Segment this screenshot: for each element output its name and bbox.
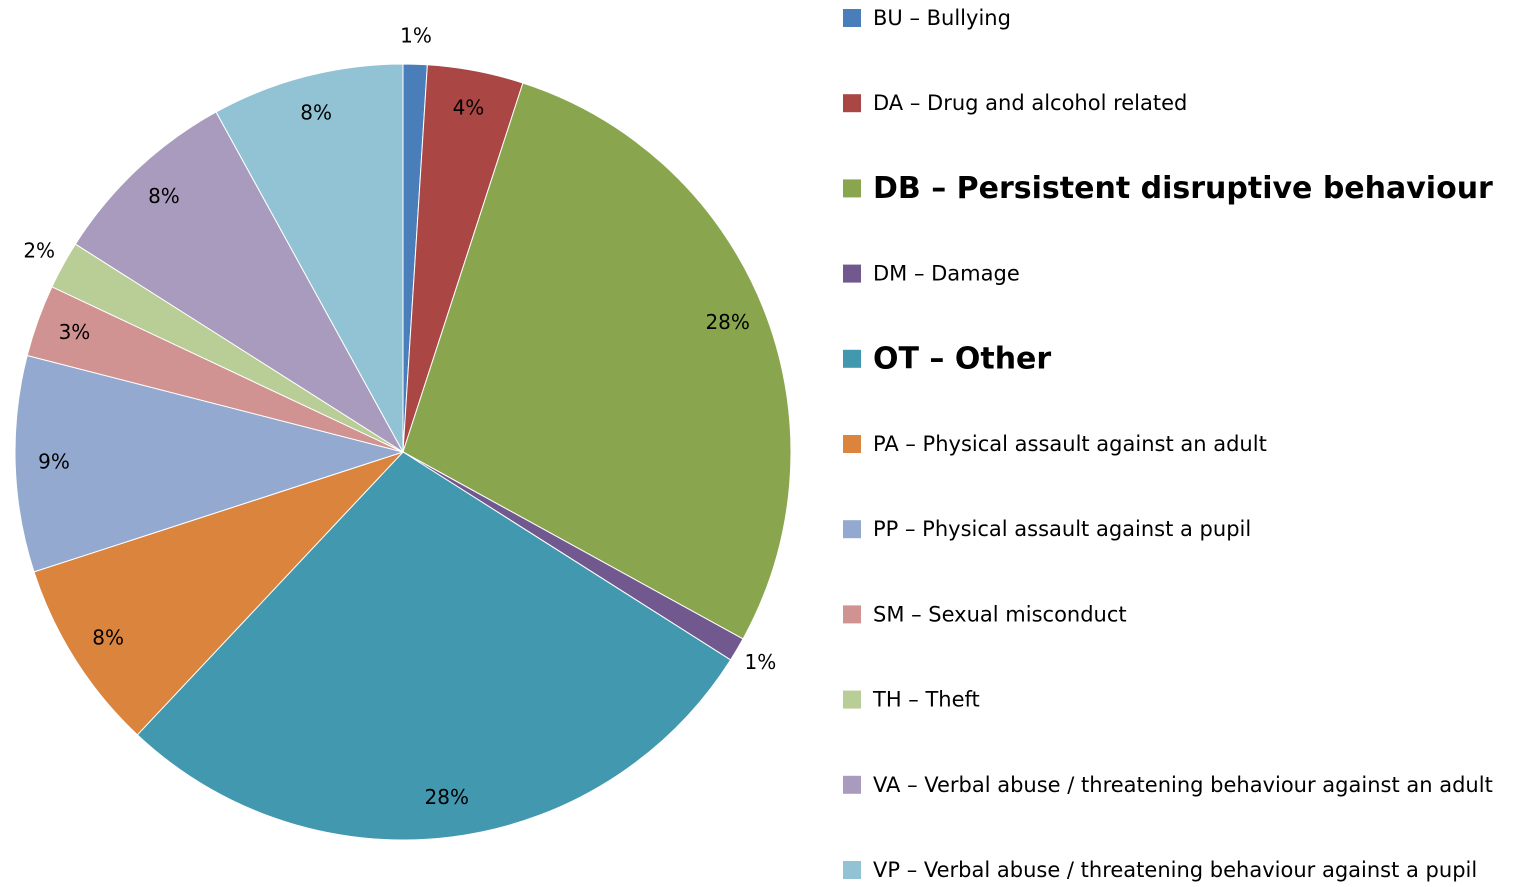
legend-swatch [843, 605, 861, 624]
legend-label: PP – Physical assault against a pupil [873, 517, 1251, 541]
legend-swatch [843, 94, 861, 113]
legend-swatch [843, 179, 861, 198]
data-label: 8% [148, 184, 180, 208]
pie-slice [14, 354, 405, 573]
pie-slice [215, 63, 404, 453]
data-label: 8% [300, 100, 332, 124]
data-label: 28% [705, 310, 749, 334]
legend-label: DA – Drug and alcohol related [873, 91, 1187, 115]
legend-swatch [843, 349, 861, 368]
legend-label: DB – Persistent disruptive behaviour [873, 171, 1493, 206]
data-label: 9% [38, 449, 70, 473]
legend-label: SM – Sexual misconduct [873, 602, 1127, 626]
legend-label: VA – Verbal abuse / threatening behaviou… [873, 773, 1493, 797]
legend-swatch [843, 775, 861, 794]
pie-slice [74, 111, 404, 453]
data-label: 3% [59, 320, 91, 344]
legend-swatch [843, 861, 861, 879]
data-label: 2% [23, 238, 55, 262]
legend-label: TH – Theft [872, 688, 980, 712]
pie-slice [136, 451, 732, 841]
legend-label: OT – Other [873, 341, 1051, 376]
data-label: 4% [453, 95, 485, 119]
data-label: 1% [400, 24, 432, 48]
pie-slice [402, 82, 792, 640]
legend-label: VP – Verbal abuse / threatening behaviou… [873, 858, 1477, 882]
legend-swatch [843, 264, 861, 283]
pie-slice [33, 451, 404, 736]
legend-label: DM – Damage [873, 262, 1020, 286]
legend-label: PA – Physical assault against an adult [873, 432, 1267, 456]
data-label: 1% [744, 650, 776, 674]
legend-swatch [843, 9, 861, 27]
legend-swatch [843, 690, 861, 709]
data-label: 8% [92, 626, 124, 650]
legend-swatch [843, 435, 861, 453]
legend-swatch [843, 520, 861, 539]
data-label: 28% [425, 785, 469, 809]
legend-label: BU – Bullying [873, 6, 1011, 30]
